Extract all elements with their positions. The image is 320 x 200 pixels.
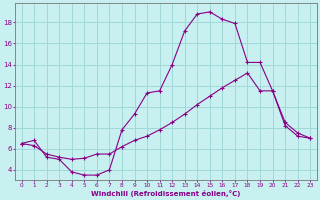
X-axis label: Windchill (Refroidissement éolien,°C): Windchill (Refroidissement éolien,°C) <box>91 190 241 197</box>
